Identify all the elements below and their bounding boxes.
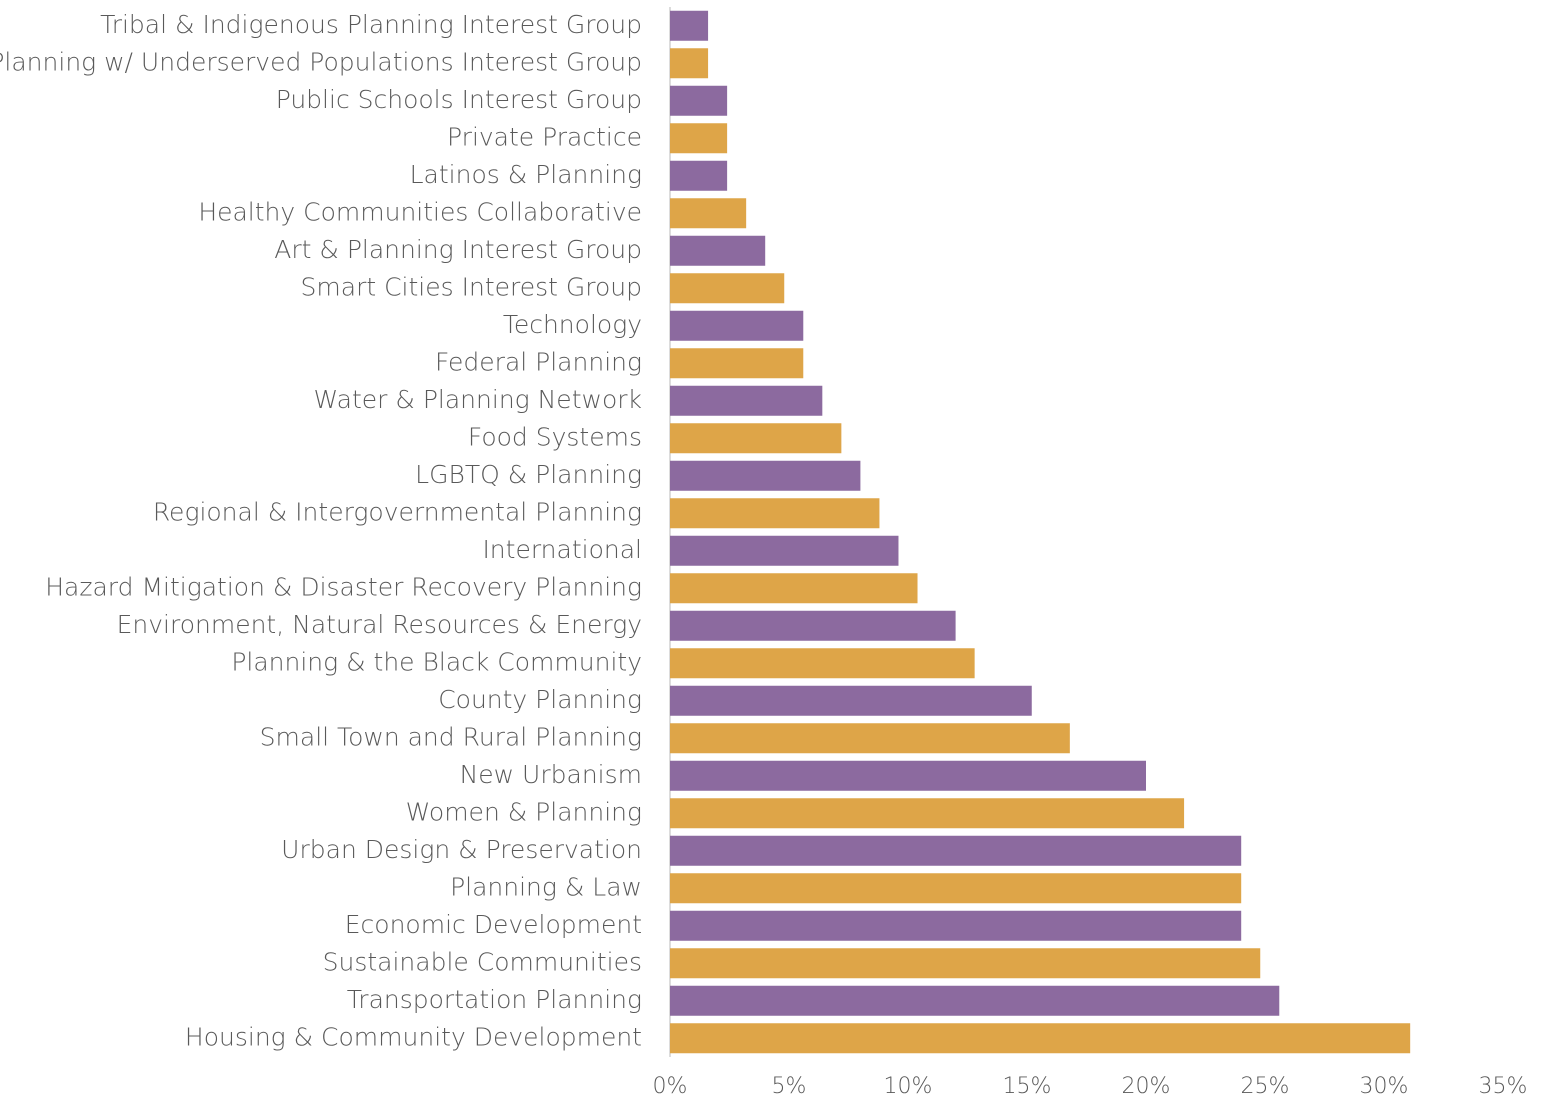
x-tick-label: 5% — [772, 1074, 807, 1099]
y-tick-label: Tribal & Indigenous Planning Interest Gr… — [100, 10, 642, 39]
bar — [670, 273, 785, 304]
x-tick-label: 10% — [884, 1074, 933, 1099]
bar — [670, 198, 747, 229]
bar — [670, 310, 804, 341]
y-tick-label: Women & Planning — [406, 797, 642, 826]
x-tick-label: 35% — [1479, 1074, 1528, 1099]
y-tick-label: Hazard Mitigation & Disaster Recovery Pl… — [45, 572, 642, 601]
y-tick-label: Environment, Natural Resources & Energy — [117, 610, 642, 639]
y-tick-label: Technology — [503, 310, 642, 339]
bar — [670, 160, 728, 191]
y-tick-label: New Urbanism — [460, 760, 642, 789]
bar — [670, 873, 1242, 904]
bar — [670, 48, 709, 79]
y-tick-label: Small Town and Rural Planning — [260, 722, 642, 751]
x-tick-label: 30% — [1360, 1074, 1409, 1099]
y-tick-label: LGBTQ & Planning — [415, 460, 642, 489]
bar — [670, 10, 709, 41]
bar — [670, 798, 1185, 829]
bar — [670, 498, 880, 529]
bar — [670, 948, 1261, 979]
y-tick-label: Latinos & Planning — [410, 160, 642, 189]
y-tick-label: Art & Planning Interest Group — [274, 235, 642, 264]
x-tick-label: 15% — [1003, 1074, 1052, 1099]
y-tick-label: Urban Design & Preservation — [281, 835, 642, 864]
y-tick-label: Transportation Planning — [347, 985, 642, 1014]
y-tick-label: Economic Development — [345, 910, 642, 939]
bar — [670, 910, 1242, 941]
x-tick-label: 20% — [1122, 1074, 1171, 1099]
y-tick-label: Public Schools Interest Group — [276, 85, 642, 114]
x-tick-label: 25% — [1241, 1074, 1290, 1099]
bar — [670, 235, 766, 266]
y-tick-label: Planning w/ Underserved Populations Inte… — [0, 47, 642, 76]
y-tick-label: Planning & the Black Community — [231, 647, 642, 676]
bar — [670, 573, 918, 604]
y-tick-label: International — [482, 535, 642, 564]
bar — [670, 610, 956, 641]
y-tick-label: Federal Planning — [435, 347, 642, 376]
y-tick-label: Water & Planning Network — [314, 385, 642, 414]
bar — [670, 460, 861, 491]
y-tick-label: Private Practice — [447, 122, 642, 151]
y-tick-label: Food Systems — [468, 422, 642, 451]
bar — [670, 535, 899, 566]
bar — [670, 385, 823, 416]
bar — [670, 648, 975, 679]
bar — [670, 723, 1070, 754]
bar — [670, 1023, 1411, 1054]
bar — [670, 85, 728, 116]
y-tick-label: Smart Cities Interest Group — [301, 272, 642, 301]
x-tick-label: 0% — [653, 1074, 688, 1099]
bar — [670, 685, 1032, 716]
y-tick-label: Healthy Communities Collaborative — [198, 197, 642, 226]
y-tick-label: Housing & Community Development — [185, 1022, 642, 1051]
bar — [670, 835, 1242, 866]
y-tick-label: County Planning — [438, 685, 642, 714]
bar — [670, 985, 1280, 1016]
bar — [670, 123, 728, 154]
bar — [670, 423, 842, 454]
bar — [670, 348, 804, 379]
y-tick-label: Planning & Law — [450, 872, 642, 901]
bar — [670, 760, 1146, 791]
y-tick-label: Regional & Intergovernmental Planning — [153, 497, 642, 526]
y-tick-label: Sustainable Communities — [323, 947, 642, 976]
